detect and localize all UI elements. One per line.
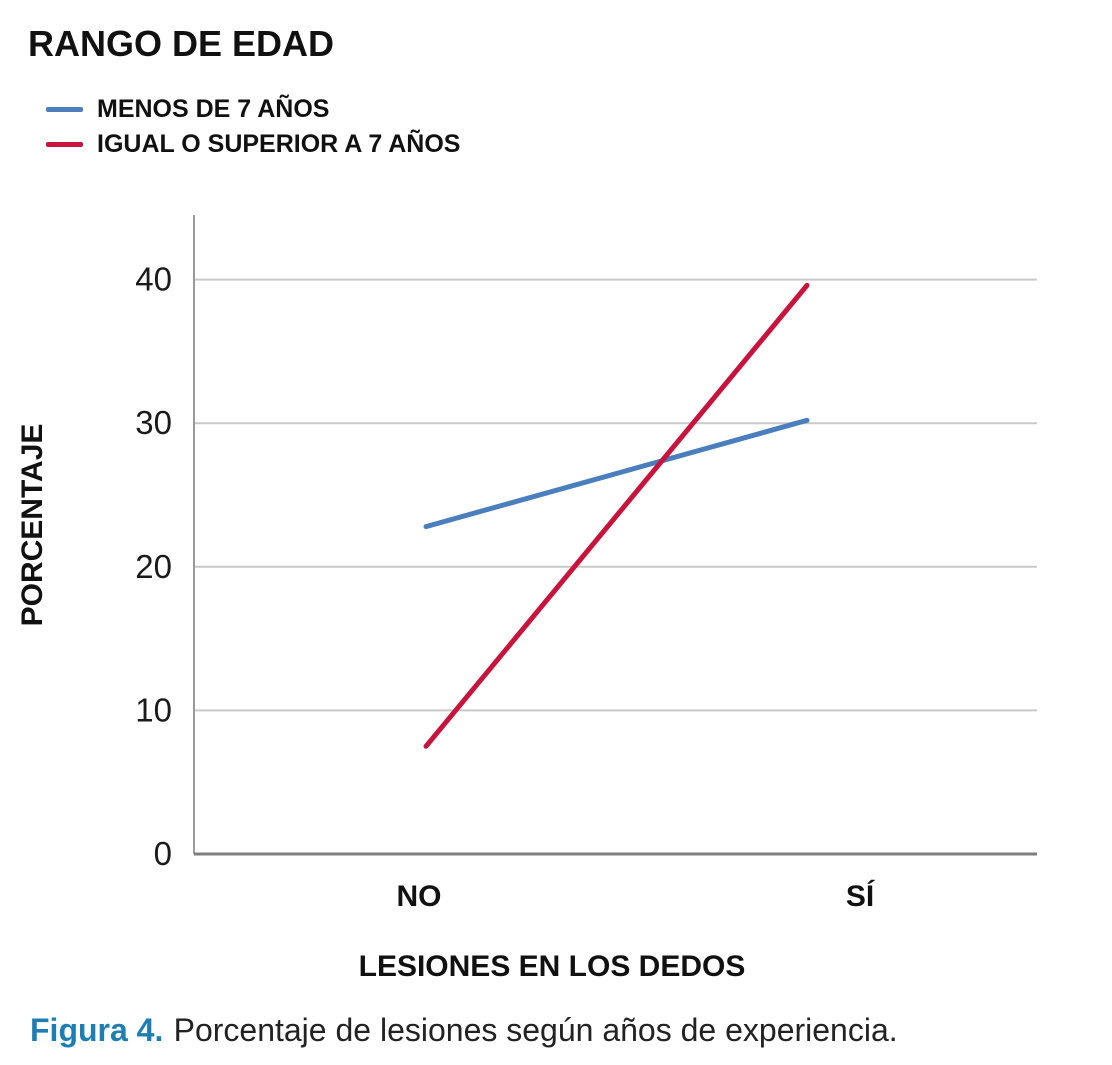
legend-title: RANGO DE EDAD [28,23,335,64]
y-tick-label: 30 [135,404,172,441]
caption-label: Figura 4. [30,1012,164,1048]
y-tick-label: 10 [135,691,172,728]
caption-text: Porcentaje de lesiones según años de exp… [173,1012,898,1048]
axis-tick-labels: 0 10 20 30 40 NO SÍ [135,261,875,913]
legend-item: IGUAL O SUPERIOR A 7 AÑOS [28,127,460,162]
data-lines [423,282,810,749]
y-tick-label: 40 [135,261,172,298]
y-tick-label: 20 [135,548,172,585]
legend-label: IGUAL O SUPERIOR A 7 AÑOS [97,130,461,158]
figure-caption: Figura 4. Porcentaje de lesiones según añ… [30,1012,898,1049]
series-line-red [423,282,810,749]
red-line-swatch [46,142,83,147]
x-tick-label: NO [397,880,442,913]
legend-item: MENOS DE 7 AÑOS [28,92,460,127]
x-axis-title: LESIONES EN LOS DEDOS [359,950,746,983]
x-tick-label: SÍ [846,879,875,913]
chart-legend: RANGO DE EDAD MENOS DE 7 AÑOS IGUAL O SU… [28,26,460,162]
blue-line-swatch [46,107,83,112]
series-line-blue [423,417,810,530]
legend-label: MENOS DE 7 AÑOS [97,95,330,123]
gridlines [194,278,1037,712]
axes [193,215,1037,856]
y-axis-title: PORCENTAJE [16,424,49,627]
y-tick-label: 0 [154,835,172,872]
